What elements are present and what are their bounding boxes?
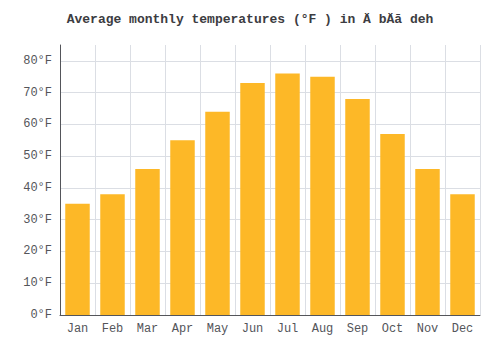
svg-text:Average monthly temperatures (: Average monthly temperatures (°F ) in Ä … bbox=[67, 12, 434, 27]
svg-text:May: May bbox=[207, 322, 229, 336]
svg-text:Oct: Oct bbox=[382, 322, 404, 336]
svg-text:20°F: 20°F bbox=[23, 244, 52, 258]
svg-text:Jun: Jun bbox=[242, 322, 264, 336]
svg-text:70°F: 70°F bbox=[23, 86, 52, 100]
svg-text:Nov: Nov bbox=[417, 322, 439, 336]
svg-text:50°F: 50°F bbox=[23, 149, 52, 163]
svg-text:Aug: Aug bbox=[312, 322, 334, 336]
svg-text:Dec: Dec bbox=[452, 322, 474, 336]
svg-text:Sep: Sep bbox=[347, 322, 369, 336]
svg-text:Mar: Mar bbox=[137, 322, 159, 336]
svg-text:80°F: 80°F bbox=[23, 54, 52, 68]
svg-text:Apr: Apr bbox=[172, 322, 194, 336]
svg-text:10°F: 10°F bbox=[23, 276, 52, 290]
svg-text:60°F: 60°F bbox=[23, 117, 52, 131]
svg-text:Jul: Jul bbox=[277, 322, 299, 336]
svg-text:Feb: Feb bbox=[102, 322, 124, 336]
svg-text:30°F: 30°F bbox=[23, 213, 52, 227]
svg-text:40°F: 40°F bbox=[23, 181, 52, 195]
svg-text:0°F: 0°F bbox=[30, 308, 52, 322]
svg-text:Jan: Jan bbox=[67, 322, 89, 336]
